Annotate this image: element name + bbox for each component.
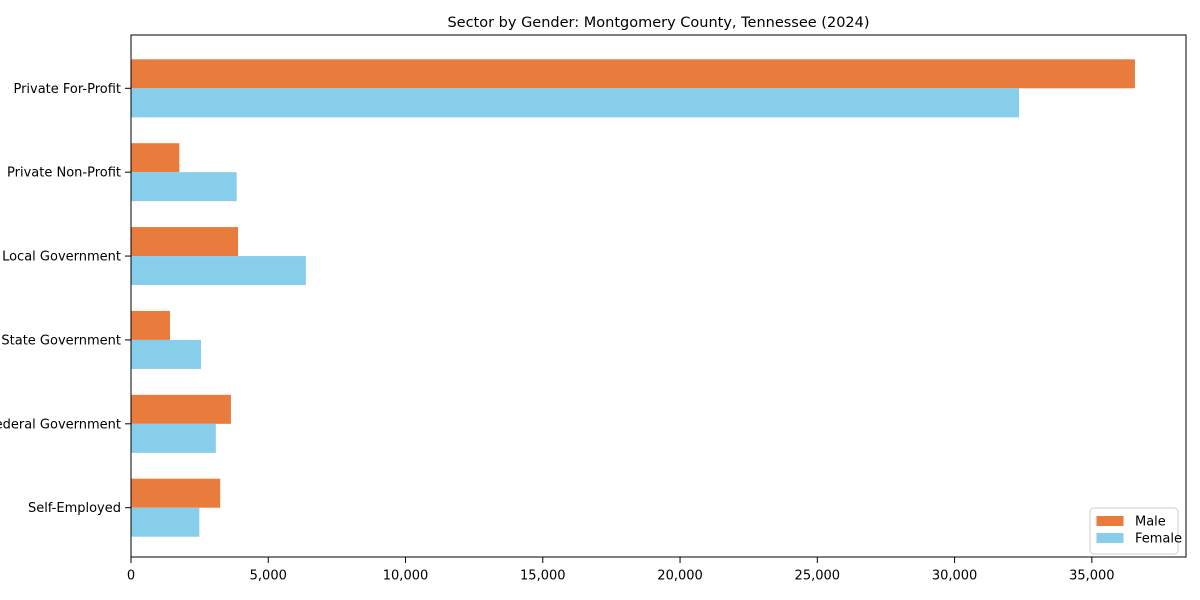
y-tick-label-local-government: Local Government xyxy=(2,250,121,265)
y-tick-label-private-for-profit: Private For-Profit xyxy=(13,82,121,97)
bar-male-local-government xyxy=(131,227,239,257)
x-tick-label-30000: 30,000 xyxy=(932,569,978,584)
legend-swatch-male xyxy=(1096,516,1124,526)
x-tick-label-25000: 25,000 xyxy=(795,569,841,584)
x-tick-label-15000: 15,000 xyxy=(520,569,566,584)
legend-swatch-female xyxy=(1096,533,1124,543)
bar-female-private-for-profit xyxy=(131,88,1020,118)
y-tick-label-self-employed: Self-Employed xyxy=(28,501,121,516)
x-tick-label-5000: 5,000 xyxy=(250,569,287,584)
bar-female-local-government xyxy=(131,256,306,286)
x-tick-label-35000: 35,000 xyxy=(1069,569,1115,584)
bar-male-private-non-profit xyxy=(131,143,180,173)
plot-border xyxy=(130,34,1187,558)
bar-female-private-non-profit xyxy=(131,172,237,202)
plot-area: Private For-Profit Private Non-Profit Loca… xyxy=(0,34,1187,584)
y-tick-label-private-non-profit: Private Non-Profit xyxy=(7,166,121,181)
x-tick-label-20000: 20,000 xyxy=(657,569,703,584)
x-tick-label-0: 0 xyxy=(127,569,135,584)
legend-label-male: Male xyxy=(1135,515,1166,530)
x-tick-label-10000: 10,000 xyxy=(383,569,429,584)
y-tick-label-state-government: State Government xyxy=(1,333,121,348)
legend-label-female: Female xyxy=(1135,532,1182,547)
chart-title: Sector by Gender: Montgomery County, Ten… xyxy=(447,15,869,31)
bar-male-self-employed xyxy=(131,478,221,508)
bar-male-private-for-profit xyxy=(131,59,1135,89)
bar-male-state-government xyxy=(131,310,170,340)
bar-female-federal-government xyxy=(131,423,216,453)
bar-male-federal-government xyxy=(131,394,231,424)
bar-female-state-government xyxy=(131,339,201,369)
bar-female-self-employed xyxy=(131,507,200,537)
y-tick-label-federal-government: Federal Government xyxy=(0,417,121,432)
